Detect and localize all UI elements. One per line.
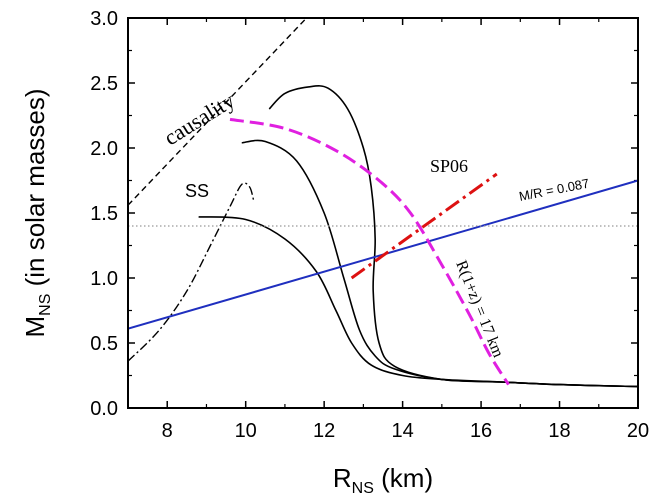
- x-tick-label: 14: [391, 420, 413, 442]
- tick-labels: 8 10 12 14 16 18 20 0.0 0.5 1.0 1.5 2.0 2.5 3.0: [90, 8, 649, 442]
- y-tick-label: 1.0: [90, 268, 118, 290]
- x-tick-label: 16: [470, 420, 492, 442]
- series-eos-line: [198, 216, 638, 388]
- x-tick-label: 18: [548, 420, 570, 442]
- ss-label: SS: [185, 181, 209, 201]
- series-causality-line: [128, 18, 308, 206]
- y-tick-label: 0.0: [90, 398, 118, 420]
- axis-ticks: [127, 17, 639, 409]
- sp06-label: SP06: [430, 156, 468, 176]
- series-redshift-line: [229, 117, 510, 386]
- y-tick-label: 0.5: [90, 333, 118, 355]
- y-tick-label: 2.0: [90, 138, 118, 160]
- x-tick-label: 20: [627, 420, 649, 442]
- y-tick-label: 1.5: [90, 203, 118, 225]
- x-axis-title: RNS (km): [333, 463, 433, 497]
- series-sp06-line: [350, 172, 498, 280]
- x-tick-label: 10: [235, 420, 257, 442]
- x-tick-label: 8: [162, 420, 173, 442]
- series-eos-line: [268, 85, 638, 388]
- y-axis-title: MNS (in solar masses): [20, 88, 54, 337]
- series-layer: [128, 18, 638, 388]
- causality-label: causality: [159, 88, 239, 151]
- redshift-label: R(1+z) = 17 km: [452, 258, 507, 360]
- mr-label: M/R = 0.087: [518, 176, 591, 204]
- x-tick-label: 12: [313, 420, 335, 442]
- y-tick-label: 2.5: [90, 73, 118, 95]
- plot-frame: [127, 17, 639, 409]
- y-tick-label: 3.0: [90, 8, 118, 30]
- series-ss-line: [128, 182, 255, 362]
